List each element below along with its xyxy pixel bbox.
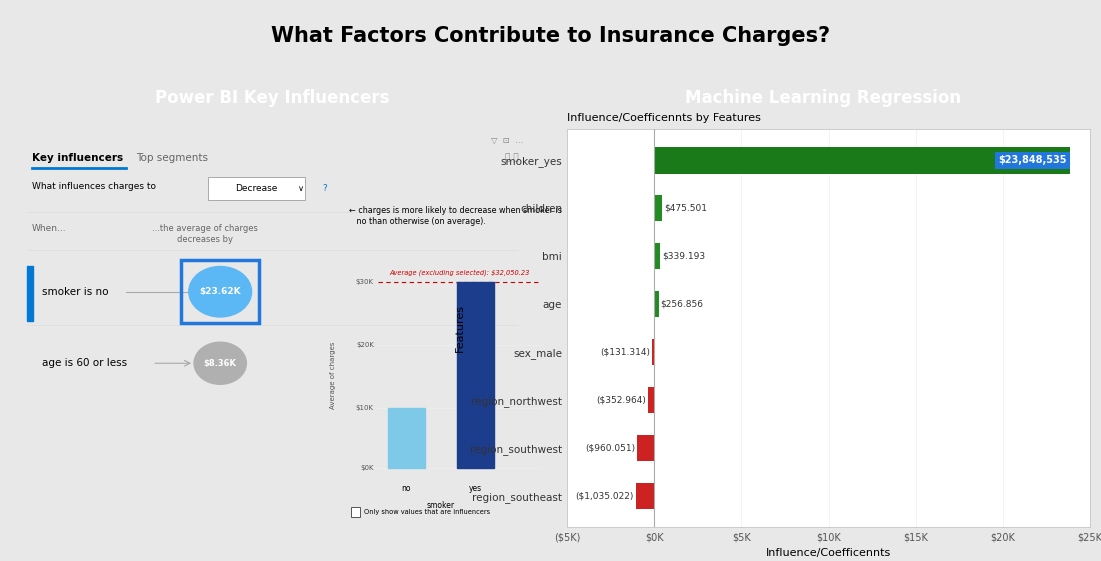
Bar [654,195,663,222]
Text: ($1,035.022): ($1,035.022) [576,491,634,500]
Text: smoker is no: smoker is no [42,287,109,297]
Text: ($131.314): ($131.314) [600,348,650,357]
Text: ($960.051): ($960.051) [586,444,635,453]
Text: 👍 👎: 👍 👎 [504,153,519,162]
Text: Power BI Key Influencers: Power BI Key Influencers [155,89,390,107]
Text: Key influencers: Key influencers [32,153,123,163]
Bar [654,243,661,269]
Text: Only show values that are influencers: Only show values that are influencers [363,509,490,516]
Text: Average of charges: Average of charges [330,342,336,409]
Text: $339.193: $339.193 [662,252,706,261]
Text: $256.856: $256.856 [661,300,704,309]
Bar [652,339,654,365]
Text: Top segments: Top segments [137,153,208,163]
FancyBboxPatch shape [208,177,305,200]
Circle shape [194,342,247,384]
Bar [648,387,654,413]
Text: no: no [402,484,412,493]
Y-axis label: Features: Features [455,304,465,352]
Bar [654,147,1070,173]
Bar [654,291,658,318]
Bar [351,508,360,517]
Bar [457,282,494,468]
X-axis label: Influence/Coefficennts: Influence/Coefficennts [766,548,891,558]
Text: What Factors Contribute to Insurance Charges?: What Factors Contribute to Insurance Cha… [271,26,830,47]
Circle shape [189,266,251,317]
Text: ← charges is more likely to decrease when smoker is
   no than otherwise (on ave: ← charges is more likely to decrease whe… [349,206,563,226]
Text: $23,848,535: $23,848,535 [998,155,1067,165]
Text: $0K: $0K [360,465,374,471]
Bar [389,408,425,468]
Bar [26,266,33,321]
Text: $8.36K: $8.36K [204,358,237,368]
Text: ▽  ⊡  …: ▽ ⊡ … [491,136,524,145]
Bar [636,483,654,509]
Bar [637,435,654,461]
Text: ?: ? [323,184,327,193]
Text: $20K: $20K [356,342,374,348]
Text: $475.501: $475.501 [665,204,708,213]
Text: Average (excluding selected): $32,050.23: Average (excluding selected): $32,050.23 [390,269,530,276]
Text: age is 60 or less: age is 60 or less [42,358,128,368]
Text: yes: yes [469,484,482,493]
Text: Machine Learning Regression: Machine Learning Regression [685,89,961,107]
Text: $23.62K: $23.62K [199,287,241,296]
Text: ...the average of charges
decreases by: ...the average of charges decreases by [152,224,258,244]
Text: $10K: $10K [356,405,374,411]
Text: When...: When... [32,224,66,233]
Text: Influence/Coefficennts by Features: Influence/Coefficennts by Features [567,113,761,123]
Text: smoker: smoker [427,501,455,510]
Text: Decrease: Decrease [236,184,277,193]
Text: ∨: ∨ [298,184,304,193]
Text: ($352.964): ($352.964) [596,396,646,404]
Text: What influences charges to: What influences charges to [32,182,156,191]
Text: $30K: $30K [356,279,374,286]
